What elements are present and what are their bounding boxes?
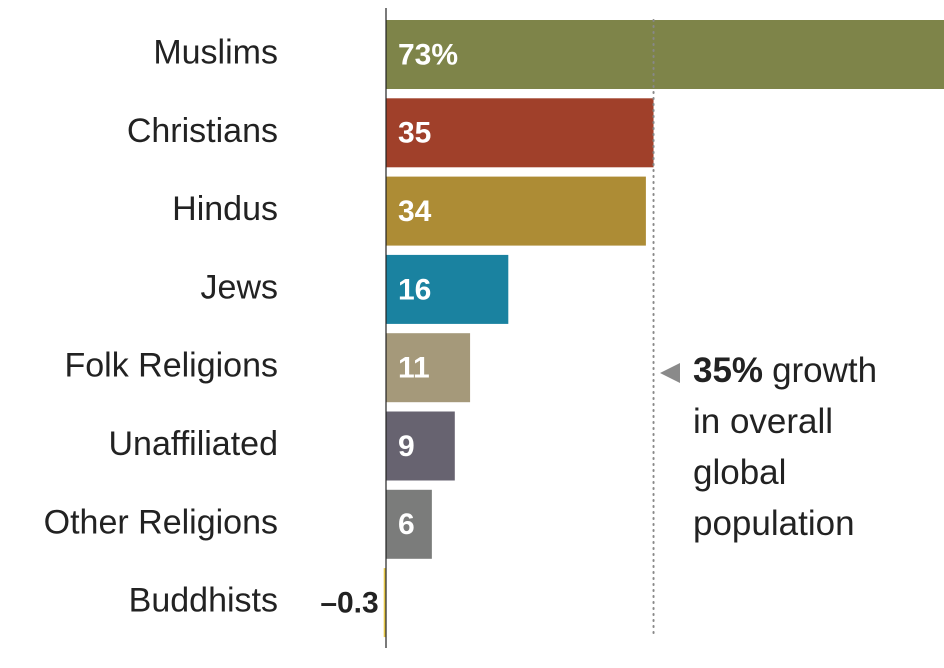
category-label: Other Religions bbox=[44, 503, 278, 541]
category-label: Christians bbox=[127, 112, 278, 150]
category-label: Folk Religions bbox=[64, 347, 278, 385]
annotation-text: in overall bbox=[693, 402, 833, 441]
annotation-line: growth bbox=[772, 351, 877, 390]
annotation-line: in overall bbox=[693, 402, 833, 441]
category-label: Jews bbox=[201, 268, 278, 306]
bar bbox=[386, 333, 471, 403]
category-label: Muslims bbox=[153, 33, 278, 71]
category-label: Hindus bbox=[172, 190, 278, 228]
annotation-text: population bbox=[693, 504, 855, 543]
annotation-line: population bbox=[693, 504, 855, 543]
category-label: Buddhists bbox=[129, 582, 278, 620]
value-label: 11 bbox=[398, 352, 430, 385]
bar bbox=[386, 411, 455, 481]
category-label: Unaffiliated bbox=[109, 425, 279, 463]
value-label: 16 bbox=[398, 273, 431, 306]
value-label: 35 bbox=[398, 117, 431, 150]
bar bbox=[383, 568, 386, 638]
bar bbox=[386, 254, 509, 324]
annotation-text: 35% growth bbox=[693, 351, 877, 390]
annotation-pointer bbox=[660, 363, 680, 383]
annotation-text: global bbox=[693, 453, 786, 492]
bar bbox=[386, 98, 654, 168]
bar bbox=[386, 489, 432, 559]
bar bbox=[386, 20, 944, 89]
value-label: 6 bbox=[398, 508, 415, 541]
value-label: 9 bbox=[398, 430, 415, 463]
value-label: 34 bbox=[398, 195, 432, 228]
value-label: –0.3 bbox=[320, 587, 378, 620]
annotation-emphasis: 35% bbox=[693, 351, 763, 390]
value-label: 73% bbox=[398, 38, 458, 71]
annotation-line: global bbox=[693, 453, 786, 492]
bar bbox=[386, 176, 646, 246]
